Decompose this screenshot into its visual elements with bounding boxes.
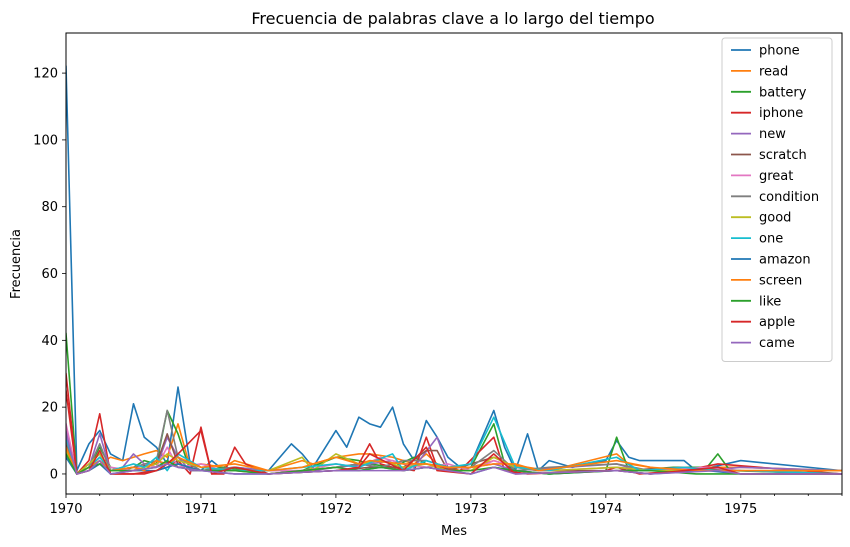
legend-label-one: one bbox=[759, 232, 783, 247]
legend-label-condition: condition bbox=[759, 190, 819, 205]
y-axis: 0 20 40 60 80 100 120 bbox=[33, 67, 66, 482]
y-tick-label: 20 bbox=[41, 401, 58, 416]
x-tick-label: 1970 bbox=[49, 502, 82, 517]
x-axis-label: Mes bbox=[441, 524, 467, 539]
legend-label-iphone: iphone bbox=[759, 106, 803, 121]
series-layer bbox=[66, 65, 842, 475]
series-line-came bbox=[66, 432, 842, 475]
y-tick-label: 0 bbox=[50, 467, 58, 482]
y-tick-label: 100 bbox=[33, 133, 58, 148]
y-tick-label: 60 bbox=[41, 267, 58, 282]
legend-label-new: new bbox=[759, 127, 786, 142]
chart-title: Frecuencia de palabras clave a lo largo … bbox=[251, 9, 654, 28]
legend-label-screen: screen bbox=[759, 273, 802, 288]
x-tick-label: 1974 bbox=[589, 502, 622, 517]
y-tick-label: 120 bbox=[33, 67, 58, 82]
legend: phone read battery iphone new scratch great con… bbox=[721, 37, 833, 362]
legend-label-read: read bbox=[759, 64, 788, 79]
series-line-screen bbox=[66, 446, 842, 475]
legend-label-great: great bbox=[759, 169, 793, 184]
legend-label-like: like bbox=[759, 294, 781, 309]
legend-label-good: good bbox=[759, 211, 791, 226]
y-tick-label: 40 bbox=[41, 334, 58, 349]
plot-frame bbox=[65, 32, 843, 495]
legend-label-amazon: amazon bbox=[759, 253, 811, 268]
series-line-one bbox=[66, 416, 842, 475]
legend-label-phone: phone bbox=[759, 44, 800, 59]
x-axis: 1970 1971 1972 1973 1974 1975 bbox=[49, 494, 843, 517]
x-tick-label: 1975 bbox=[724, 502, 757, 517]
legend-label-battery: battery bbox=[759, 85, 807, 100]
x-tick-label: 1971 bbox=[184, 502, 217, 517]
legend-label-came: came bbox=[759, 336, 795, 351]
y-axis-label: Frecuencia bbox=[9, 229, 24, 299]
legend-label-scratch: scratch bbox=[759, 148, 807, 163]
y-tick-label: 80 bbox=[41, 200, 58, 215]
legend-label-apple: apple bbox=[759, 315, 795, 330]
x-tick-label: 1972 bbox=[319, 502, 352, 517]
x-tick-label: 1973 bbox=[454, 502, 487, 517]
